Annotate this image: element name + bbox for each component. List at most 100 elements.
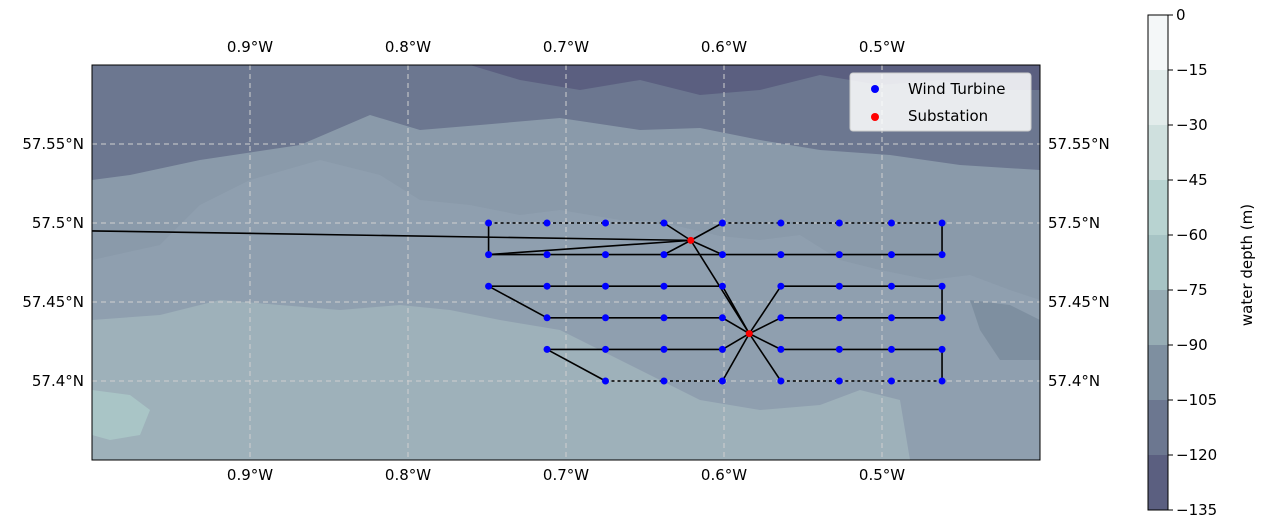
turbine-marker: [660, 251, 668, 259]
colorbar-tick-label: −60: [1176, 226, 1208, 244]
turbine-marker: [887, 345, 895, 353]
lon-tick-label: 0.9°W: [227, 466, 273, 484]
turbine-marker: [543, 282, 551, 290]
colorbar: 0 −15 −30 −45 −60 −75 −90 −105 −120 −135: [1147, 6, 1217, 519]
lat-tick-label: 57.5°N: [1048, 214, 1100, 232]
colorbar-band: [1148, 70, 1168, 125]
substations: [687, 236, 753, 338]
lon-tick-label: 0.8°W: [385, 38, 431, 56]
turbine-marker: [835, 377, 843, 385]
lon-tick-label: 0.6°W: [701, 38, 747, 56]
substation-marker: [687, 236, 695, 244]
lon-tick-label: 0.7°W: [543, 466, 589, 484]
wind-turbines: [485, 219, 946, 385]
turbine-marker: [777, 282, 785, 290]
turbine-marker: [887, 282, 895, 290]
turbine-marker: [543, 251, 551, 259]
cable-segment: [488, 239, 691, 256]
turbine-marker: [485, 251, 493, 259]
lat-tick-label: 57.5°N: [32, 214, 84, 232]
latitude-labels-left: 57.55°N 57.5°N 57.45°N 57.4°N: [22, 135, 84, 390]
turbine-marker: [777, 345, 785, 353]
turbine-marker: [485, 219, 493, 227]
lon-tick-label: 0.6°W: [701, 466, 747, 484]
cable-segment: [721, 285, 750, 334]
colorbar-band: [1148, 15, 1168, 70]
latitude-labels-right: 57.55°N 57.5°N 57.45°N 57.4°N: [1048, 135, 1110, 390]
turbine-marker: [718, 314, 726, 322]
cable-segment: [722, 317, 750, 335]
cable-segment: [748, 332, 782, 351]
legend: Wind Turbine Substation: [849, 72, 1032, 132]
colorbar-tick-label: −30: [1176, 116, 1208, 134]
turbine-marker: [660, 345, 668, 353]
cable-segment: [722, 332, 750, 351]
cable-segment: [546, 348, 606, 382]
lat-tick-label: 57.4°N: [1048, 372, 1100, 390]
turbine-marker: [660, 314, 668, 322]
lon-tick-label: 0.5°W: [859, 466, 905, 484]
colorbar-band: [1148, 400, 1168, 455]
lat-tick-label: 57.55°N: [1048, 135, 1110, 153]
turbine-marker: [887, 314, 895, 322]
colorbar-tick-label: −90: [1176, 336, 1208, 354]
turbine-marker: [602, 251, 609, 259]
turbine-marker: [602, 219, 609, 227]
cable-segment: [748, 285, 782, 335]
colorbar-tick-label: 0: [1176, 6, 1186, 24]
turbine-marker: [777, 377, 785, 385]
lat-tick-label: 57.4°N: [32, 372, 84, 390]
turbine-marker: [887, 219, 895, 227]
lon-tick-label: 0.8°W: [385, 466, 431, 484]
colorbar-tick-label: −75: [1176, 281, 1208, 299]
turbine-marker: [887, 251, 895, 259]
turbine-marker: [718, 282, 726, 290]
cable-segment: [748, 317, 782, 335]
turbine-marker: [602, 345, 609, 353]
colorbar-band: [1148, 345, 1168, 400]
colorbar-band: [1148, 235, 1168, 290]
colorbar-tick-label: −135: [1176, 501, 1217, 519]
cable-network: [92, 222, 943, 382]
colorbar-label: water depth (m): [1238, 204, 1256, 326]
turbine-marker: [718, 345, 726, 353]
cable-segment: [721, 333, 750, 382]
legend-turbine-label: Wind Turbine: [908, 80, 1005, 98]
longitude-labels-bottom: 0.9°W 0.8°W 0.7°W 0.6°W 0.5°W: [227, 466, 905, 484]
turbine-marker: [602, 282, 609, 290]
colorbar-frame: [1147, 14, 1169, 511]
cable-segment: [663, 239, 692, 256]
plot-frame: [91, 64, 1041, 461]
turbine-marker: [660, 282, 668, 290]
turbine-marker: [938, 314, 946, 322]
cable-segment: [690, 222, 723, 242]
colorbar-band: [1148, 125, 1168, 180]
turbine-marker: [660, 219, 668, 227]
turbine-marker: [938, 251, 946, 259]
turbine-marker: [835, 282, 843, 290]
turbine-marker: [835, 345, 843, 353]
turbine-marker: [938, 377, 946, 385]
turbine-marker: [938, 219, 946, 227]
colorbar-tick-label: −120: [1176, 446, 1217, 464]
turbine-marker: [543, 314, 551, 322]
turbine-marker: [887, 377, 895, 385]
colorbar-band: [1148, 290, 1168, 345]
turbine-marker: [777, 314, 785, 322]
legend-substation-marker: [871, 113, 879, 121]
turbine-marker: [718, 251, 726, 259]
lat-tick-label: 57.45°N: [22, 293, 84, 311]
lon-tick-label: 0.9°W: [227, 38, 273, 56]
turbine-marker: [543, 345, 551, 353]
turbine-marker: [938, 345, 946, 353]
turbine-marker: [718, 377, 726, 385]
colorbar-tick-label: −15: [1176, 61, 1208, 79]
turbine-marker: [835, 219, 843, 227]
turbine-marker: [660, 377, 668, 385]
longitude-labels-top: 0.9°W 0.8°W 0.7°W 0.6°W 0.5°W: [227, 38, 905, 56]
turbine-marker: [718, 219, 726, 227]
colorbar-band: [1148, 455, 1168, 510]
cable-segment: [748, 333, 782, 382]
turbine-marker: [602, 314, 609, 322]
